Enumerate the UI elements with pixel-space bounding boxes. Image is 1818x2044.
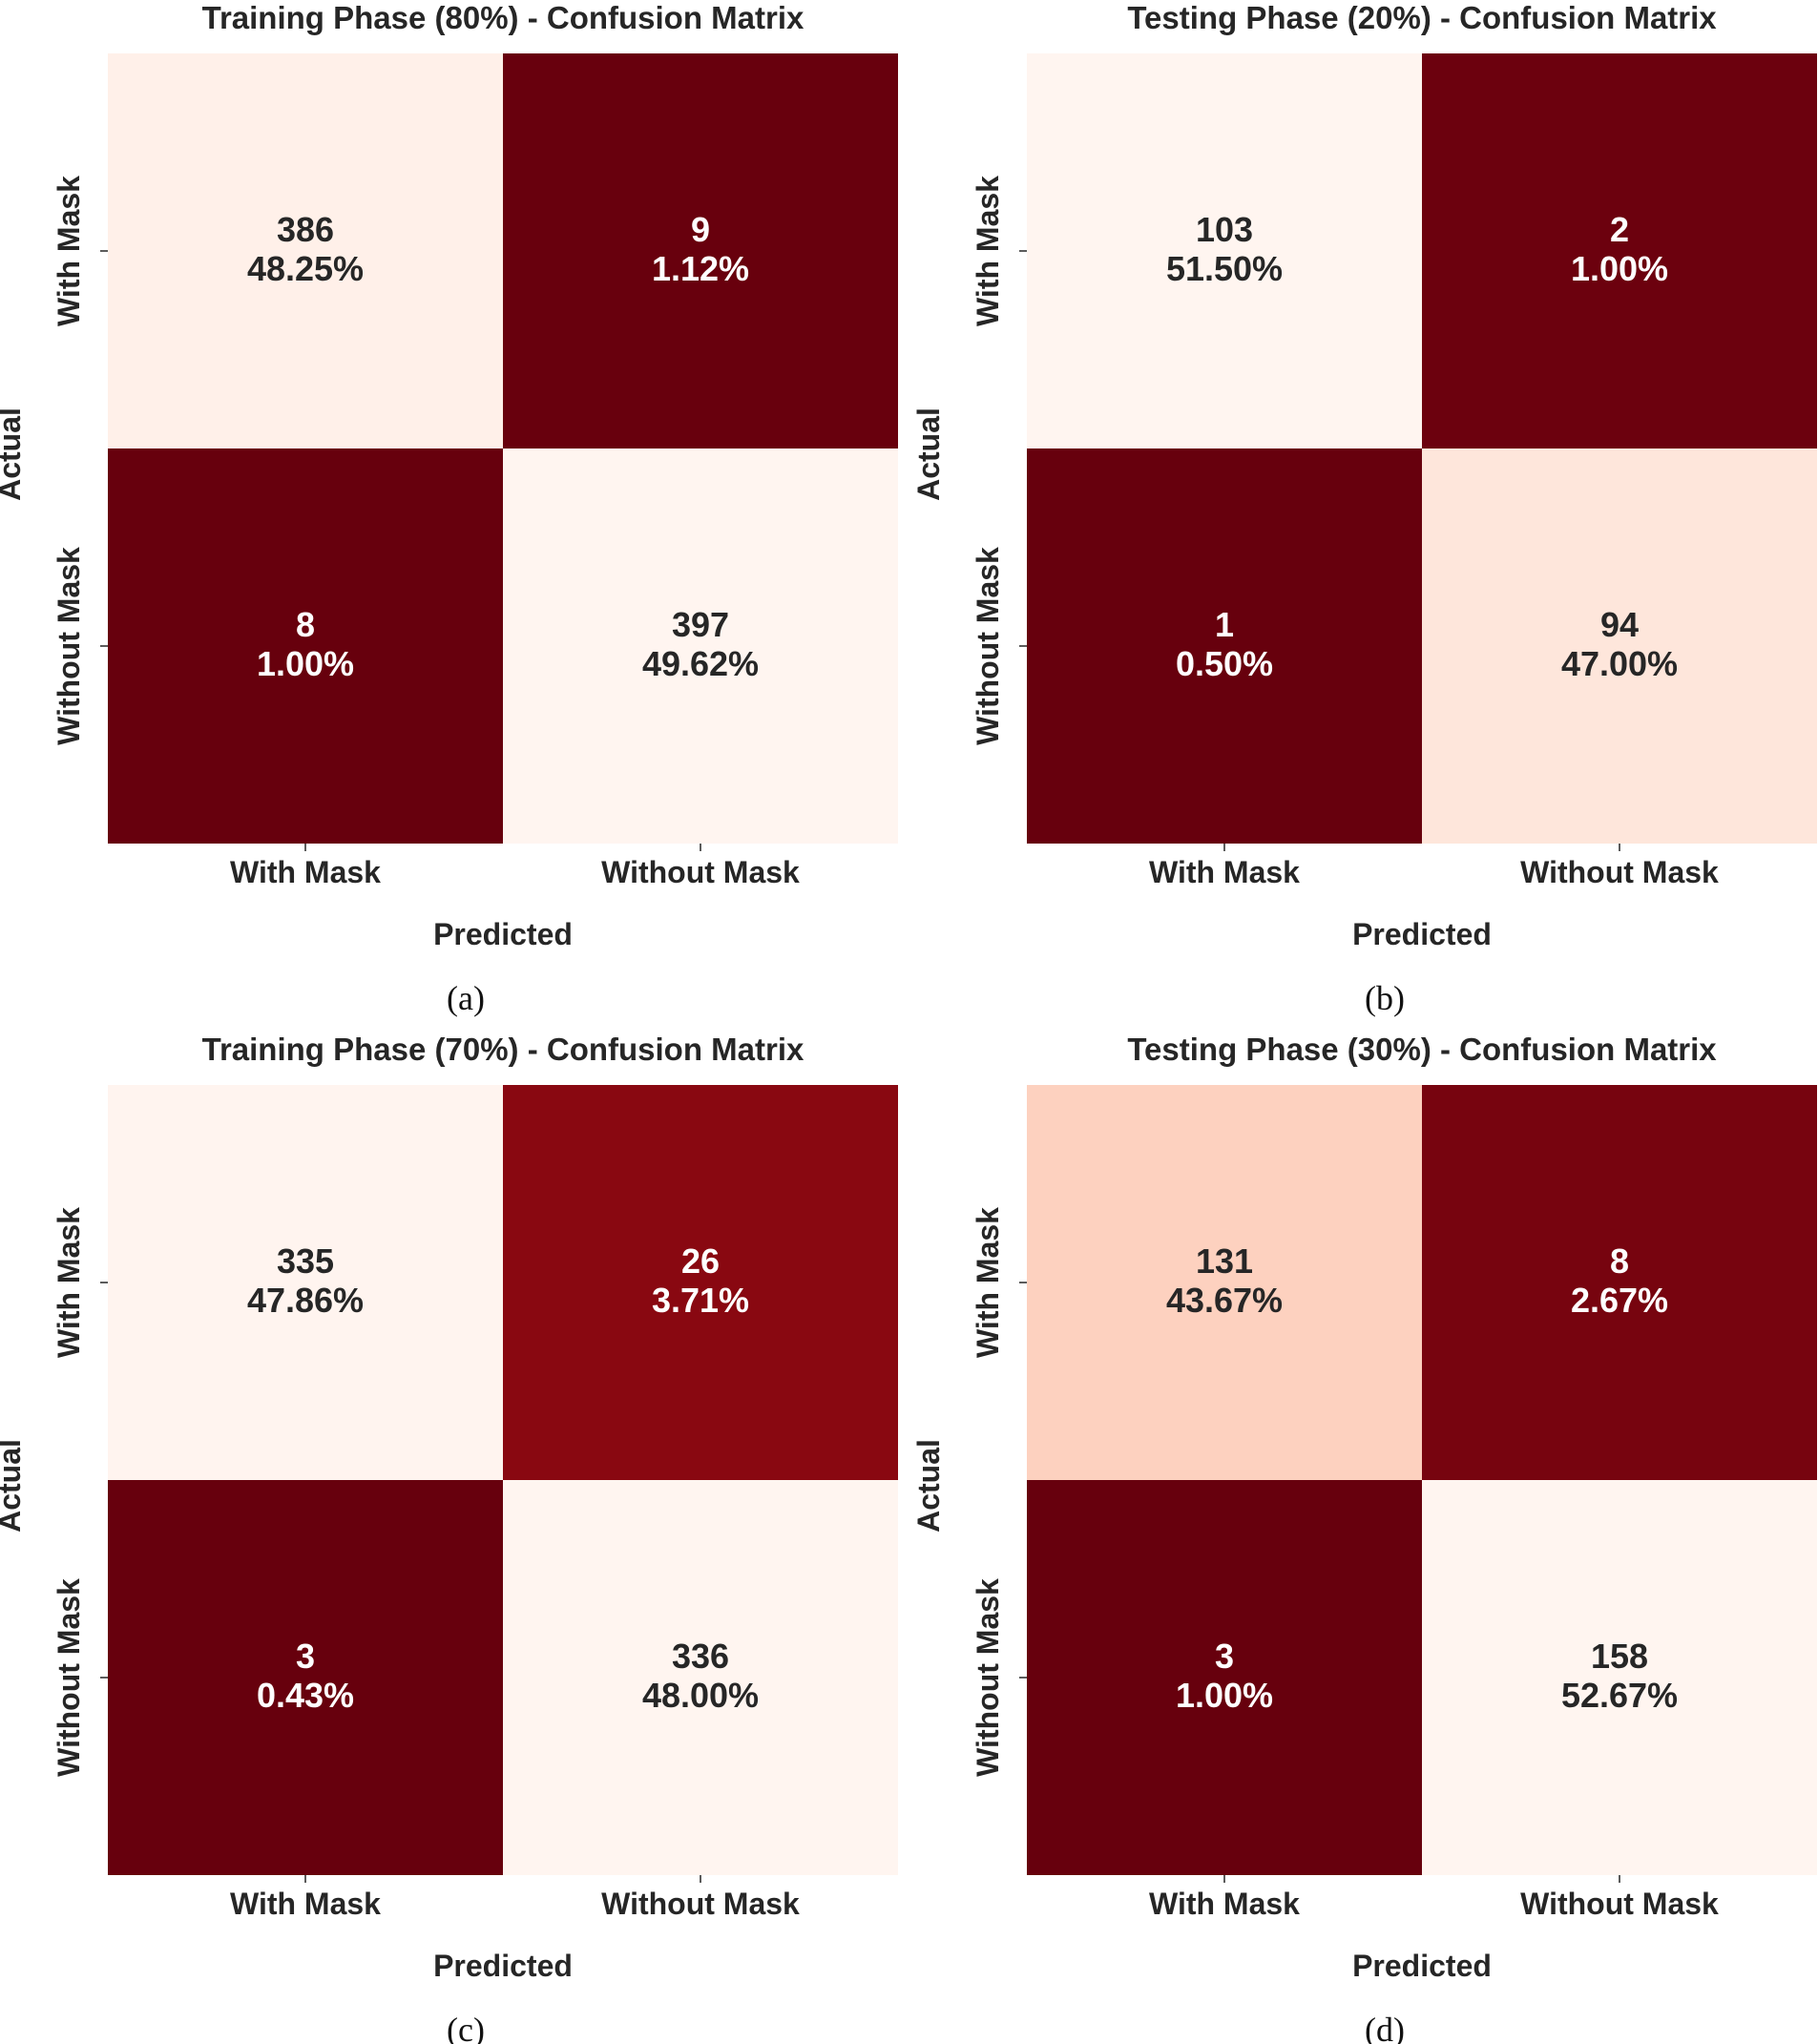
- heatmap-cell: [1027, 448, 1422, 844]
- cell-percentage-label: 47.86%: [247, 1281, 364, 1320]
- y-tick-label: Without Mask: [971, 547, 1005, 745]
- panel-caption: (a): [447, 979, 485, 1017]
- y-axis-label: Actual: [911, 1439, 946, 1533]
- cell-percentage-label: 47.00%: [1561, 644, 1678, 683]
- heatmap-cell: [108, 1085, 503, 1480]
- cell-count-label: 3: [1215, 1637, 1234, 1676]
- heatmap-cell: [1422, 448, 1817, 844]
- x-tick-label: With Mask: [230, 855, 381, 889]
- cell-count-label: 8: [296, 605, 315, 644]
- x-tick-label: Without Mask: [601, 1887, 800, 1921]
- heatmap-cell: [1027, 1085, 1422, 1480]
- cell-count-label: 1: [1215, 605, 1234, 644]
- x-tick-label: Without Mask: [1520, 1887, 1719, 1921]
- y-axis-label: Actual: [911, 407, 946, 501]
- x-tick-label: With Mask: [1149, 1887, 1300, 1921]
- x-tick-label: Without Mask: [1520, 855, 1719, 889]
- y-axis-label: Actual: [0, 407, 27, 501]
- cell-percentage-label: 52.67%: [1561, 1676, 1678, 1715]
- cell-count-label: 158: [1591, 1637, 1648, 1676]
- panel-caption: (c): [447, 2011, 485, 2044]
- cell-count-label: 2: [1610, 210, 1629, 249]
- cell-count-label: 336: [672, 1637, 729, 1676]
- cell-percentage-label: 49.62%: [642, 644, 759, 683]
- cell-count-label: 8: [1610, 1241, 1629, 1281]
- heatmap-cell: [1422, 1085, 1817, 1480]
- cell-count-label: 131: [1196, 1241, 1253, 1281]
- y-tick-label: With Mask: [971, 1207, 1005, 1358]
- cell-percentage-label: 48.00%: [642, 1676, 759, 1715]
- y-tick-label: With Mask: [52, 176, 86, 326]
- cell-count-label: 9: [691, 210, 710, 249]
- cell-count-label: 26: [681, 1241, 720, 1281]
- heatmap-cell: [108, 53, 503, 448]
- x-axis-label: Predicted: [433, 917, 573, 951]
- cell-percentage-label: 1.00%: [1571, 249, 1668, 288]
- cell-count-label: 94: [1600, 605, 1639, 644]
- heatmap-cell: [1422, 1480, 1817, 1875]
- y-tick-label: Without Mask: [52, 1578, 86, 1777]
- cell-percentage-label: 51.50%: [1166, 249, 1283, 288]
- heatmap-cell: [503, 448, 898, 844]
- x-tick-label: Without Mask: [601, 855, 800, 889]
- x-axis-label: Predicted: [1352, 917, 1492, 951]
- x-axis-label: Predicted: [1352, 1949, 1492, 1983]
- y-axis-label: Actual: [0, 1439, 27, 1533]
- confusion-matrix-panel-a: Training Phase (80%) - Confusion Matrix 3…: [0, 0, 898, 1017]
- heatmap-cell: [503, 1480, 898, 1875]
- cell-percentage-label: 3.71%: [652, 1281, 749, 1320]
- x-axis-label: Predicted: [433, 1949, 573, 1983]
- cell-count-label: 335: [277, 1241, 334, 1281]
- cell-percentage-label: 2.67%: [1571, 1281, 1668, 1320]
- panel-caption: (b): [1365, 979, 1405, 1017]
- heatmap-cell: [1422, 53, 1817, 448]
- cell-percentage-label: 1.00%: [1176, 1676, 1273, 1715]
- cell-percentage-label: 48.25%: [247, 249, 364, 288]
- heatmap-cell: [503, 1085, 898, 1480]
- cell-percentage-label: 1.00%: [257, 644, 354, 683]
- heatmap-cell: [1027, 1480, 1422, 1875]
- heatmap-cell: [1027, 53, 1422, 448]
- cell-percentage-label: 1.12%: [652, 249, 749, 288]
- cell-percentage-label: 0.43%: [257, 1676, 354, 1715]
- y-tick-label: With Mask: [52, 1207, 86, 1358]
- cell-count-label: 397: [672, 605, 729, 644]
- confusion-matrix-panel-b: Testing Phase (20%) - Confusion Matrix 10…: [911, 0, 1817, 1017]
- x-tick-label: With Mask: [230, 1887, 381, 1921]
- cell-count-label: 386: [277, 210, 334, 249]
- y-tick-label: Without Mask: [52, 547, 86, 745]
- cell-percentage-label: 0.50%: [1176, 644, 1273, 683]
- cell-percentage-label: 43.67%: [1166, 1281, 1283, 1320]
- heatmap-cell: [108, 1480, 503, 1875]
- panel-caption: (d): [1365, 2011, 1405, 2044]
- y-tick-label: With Mask: [971, 176, 1005, 326]
- cell-count-label: 103: [1196, 210, 1253, 249]
- heatmap-cell: [503, 53, 898, 448]
- chart-title: Testing Phase (20%) - Confusion Matrix: [1127, 0, 1717, 35]
- confusion-matrix-panel-c: Training Phase (70%) - Confusion Matrix 3…: [0, 1032, 898, 2044]
- x-tick-label: With Mask: [1149, 855, 1300, 889]
- y-tick-label: Without Mask: [971, 1578, 1005, 1777]
- cell-count-label: 3: [296, 1637, 315, 1676]
- confusion-matrix-panel-d: Testing Phase (30%) - Confusion Matrix 13…: [911, 1032, 1817, 2044]
- chart-title: Testing Phase (30%) - Confusion Matrix: [1127, 1032, 1717, 1067]
- heatmap-cell: [108, 448, 503, 844]
- chart-title: Training Phase (70%) - Confusion Matrix: [202, 1032, 805, 1067]
- chart-title: Training Phase (80%) - Confusion Matrix: [202, 0, 805, 35]
